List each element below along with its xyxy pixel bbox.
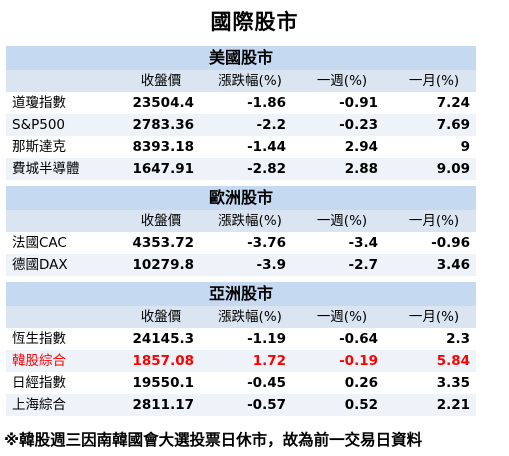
index-name: 道瓊指數	[12, 95, 66, 111]
change-value: -0.57	[200, 394, 292, 416]
index-name: 上海綜合	[6, 394, 114, 416]
section-header: 亞洲股市	[6, 282, 477, 306]
europe-market-table: 歐洲股市 收盤價 漲跌幅(%) 一週(%) 一月(%) 法國CAC 4353.7…	[6, 186, 477, 276]
month-value: 9.09	[384, 158, 477, 180]
close-value: 1647.91	[114, 158, 200, 180]
change-value: -0.45	[247, 375, 286, 391]
change-value: -3.76	[247, 235, 286, 251]
index-name: 費城半導體	[6, 158, 114, 180]
month-value: 9	[460, 139, 471, 155]
column-header-month: 一月(%)	[384, 70, 477, 92]
week-value: -0.64	[339, 331, 378, 347]
us-market-table: 美國股市 收盤價 漲跌幅(%) 一週(%) 一月(%) 道瓊指數 23504.4…	[6, 46, 477, 180]
month-value: 5.84	[384, 350, 477, 372]
month-value: 2.3	[446, 331, 471, 347]
week-value: 2.94	[344, 139, 378, 155]
column-header-week: 一週(%)	[292, 70, 384, 92]
week-value: -2.7	[292, 254, 384, 276]
month-value: -0.96	[431, 235, 471, 251]
column-header-name	[6, 306, 114, 328]
month-value: 7.69	[384, 114, 477, 136]
month-value: 7.24	[436, 95, 471, 111]
table-row: 法國CAC 4353.72 -3.76 -3.4 -0.96	[6, 232, 476, 254]
column-header-change: 漲跌幅(%)	[200, 210, 292, 232]
close-value: 4353.72	[132, 235, 195, 251]
asia-market-table: 亞洲股市 收盤價 漲跌幅(%) 一週(%) 一月(%) 恆生指數 24145.3…	[6, 282, 477, 416]
close-value: 1857.08	[114, 350, 200, 372]
close-value: 2811.17	[114, 394, 200, 416]
table-row: S&P500 2783.36 -2.2 -0.23 7.69	[6, 114, 477, 136]
column-header-name	[6, 210, 114, 232]
section-header: 美國股市	[6, 46, 477, 70]
week-value: -0.19	[292, 350, 384, 372]
close-value: 19550.1	[132, 375, 195, 391]
table-row: 日經指數 19550.1 -0.45 0.26 3.35	[6, 372, 476, 394]
change-value: -2.2	[200, 114, 292, 136]
column-header-month: 一月(%)	[384, 210, 477, 232]
index-name: 德國DAX	[6, 254, 114, 276]
index-name: 恆生指數	[12, 331, 66, 347]
week-value: -0.91	[339, 95, 378, 111]
column-header-close: 收盤價	[114, 306, 200, 328]
table-row: 德國DAX 10279.8 -3.9 -2.7 3.46	[6, 254, 477, 276]
change-value: -1.44	[247, 139, 286, 155]
market-tables: 美國股市 收盤價 漲跌幅(%) 一週(%) 一月(%) 道瓊指數 23504.4…	[6, 46, 477, 416]
close-value: 10279.8	[114, 254, 200, 276]
change-value: -1.19	[247, 331, 286, 347]
week-value: 0.26	[344, 375, 378, 391]
month-value: 2.21	[384, 394, 477, 416]
section-title: 歐洲股市	[6, 186, 477, 210]
section-header: 歐洲股市	[6, 186, 477, 210]
week-value: -3.4	[348, 235, 378, 251]
index-name: 日經指數	[12, 375, 66, 391]
index-name: 韓股綜合	[6, 350, 114, 372]
column-header-week: 一週(%)	[292, 306, 384, 328]
table-row: 恆生指數 24145.3 -1.19 -0.64 2.3	[6, 328, 476, 350]
index-name: 法國CAC	[12, 235, 67, 251]
week-value: 0.52	[292, 394, 384, 416]
column-header-month: 一月(%)	[384, 306, 477, 328]
section-title: 亞洲股市	[6, 282, 477, 306]
close-value: 2783.36	[114, 114, 200, 136]
column-header-change: 漲跌幅(%)	[200, 70, 292, 92]
column-header-week: 一週(%)	[292, 210, 384, 232]
column-header-change: 漲跌幅(%)	[200, 306, 292, 328]
close-value: 8393.18	[132, 139, 195, 155]
month-value: 3.35	[436, 375, 471, 391]
table-row: 費城半導體 1647.91 -2.82 2.88 9.09	[6, 158, 477, 180]
column-header-close: 收盤價	[114, 70, 200, 92]
table-row-highlighted: 韓股綜合 1857.08 1.72 -0.19 5.84	[6, 350, 477, 372]
column-header-row: 收盤價 漲跌幅(%) 一週(%) 一月(%)	[6, 306, 477, 328]
column-header-close: 收盤價	[114, 210, 200, 232]
column-header-row: 收盤價 漲跌幅(%) 一週(%) 一月(%)	[6, 210, 477, 232]
change-value: -2.82	[200, 158, 292, 180]
table-row: 那斯達克 8393.18 -1.44 2.94 9	[6, 136, 476, 158]
column-header-name	[6, 70, 114, 92]
column-header-row: 收盤價 漲跌幅(%) 一週(%) 一月(%)	[6, 70, 477, 92]
section-title: 美國股市	[6, 46, 477, 70]
week-value: 2.88	[292, 158, 384, 180]
table-row: 上海綜合 2811.17 -0.57 0.52 2.21	[6, 394, 477, 416]
change-value: -3.9	[200, 254, 292, 276]
close-value: 23504.4	[132, 95, 195, 111]
week-value: -0.23	[292, 114, 384, 136]
table-row: 道瓊指數 23504.4 -1.86 -0.91 7.24	[6, 92, 476, 114]
index-name: 那斯達克	[12, 139, 66, 155]
close-value: 24145.3	[132, 331, 195, 347]
footnote: ※韓股週三因南韓國會大選投票日休市，故為前一交易日資料	[4, 431, 423, 449]
change-value: -1.86	[247, 95, 286, 111]
page-title: 國際股市	[210, 10, 299, 34]
month-value: 3.46	[384, 254, 477, 276]
change-value: 1.72	[200, 350, 292, 372]
index-name: S&P500	[6, 114, 114, 136]
